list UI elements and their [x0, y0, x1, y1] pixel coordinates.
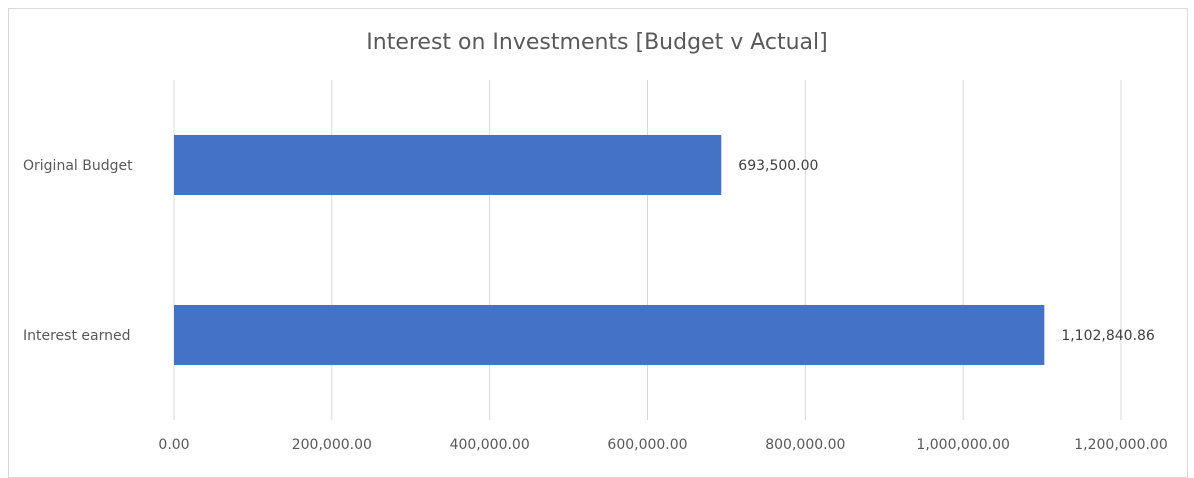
x-tick-label: 600,000.00 — [607, 437, 687, 453]
chart-title: Interest on Investments [Budget v Actual… — [366, 30, 828, 55]
x-tick-label: 1,200,000.00 — [1074, 437, 1168, 453]
x-tick-label: 0.00 — [158, 437, 189, 453]
data-label: 1,102,840.86 — [1061, 328, 1155, 344]
category-label: Original Budget — [23, 158, 133, 174]
category-label: Interest earned — [23, 328, 130, 344]
chart-area — [8, 8, 1188, 478]
bar — [174, 135, 722, 195]
bar — [174, 305, 1045, 365]
plot-area: 0.00 200,000.00 400,000.00 600,000.00 800,00… — [23, 80, 1168, 453]
data-label: 693,500.00 — [738, 158, 818, 174]
x-tick-label: 200,000.00 — [292, 437, 372, 453]
x-tick-label: 1,000,000.00 — [916, 437, 1010, 453]
x-tick-label: 800,000.00 — [765, 437, 845, 453]
x-tick-label: 400,000.00 — [450, 437, 530, 453]
